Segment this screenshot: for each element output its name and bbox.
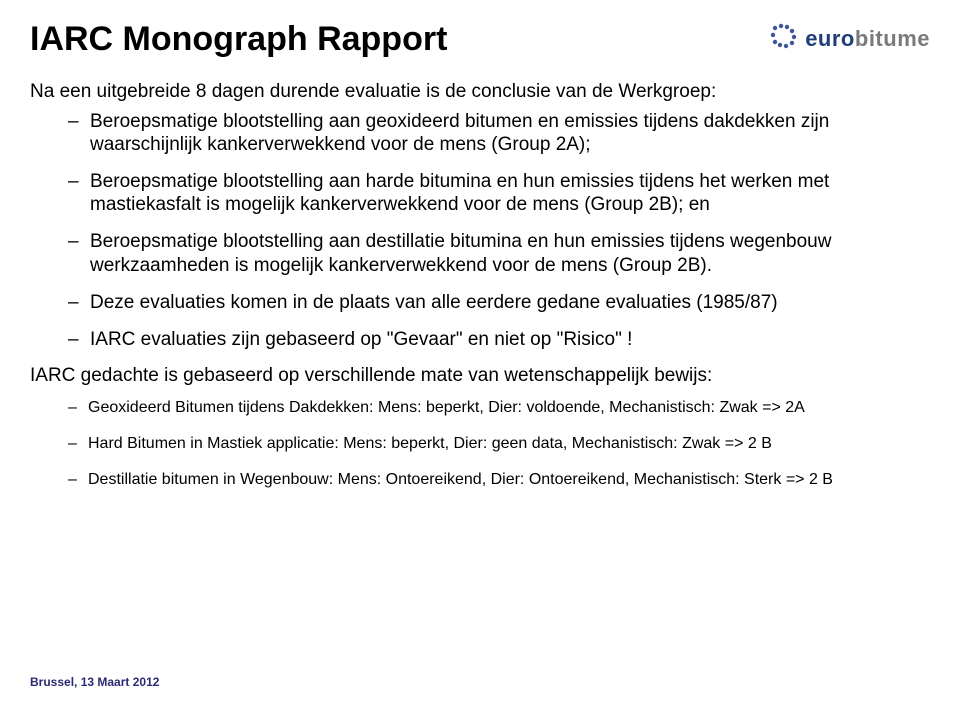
logo-text: eurobitume <box>805 26 930 52</box>
main-bullet: Deze evaluaties komen in de plaats van a… <box>68 291 930 314</box>
sub-bullet-list: Geoxideerd Bitumen tijdens Dakdekken: Me… <box>30 398 930 490</box>
sub-bullet: Geoxideerd Bitumen tijdens Dakdekken: Me… <box>68 398 930 418</box>
logo-text-bitume: bitume <box>855 26 930 51</box>
main-bullet: Beroepsmatige blootstelling aan geoxidee… <box>68 110 930 156</box>
sub-bullet: Hard Bitumen in Mastiek applicatie: Mens… <box>68 434 930 454</box>
logo: eurobitume <box>769 18 930 55</box>
main-bullet-list: Beroepsmatige blootstelling aan geoxidee… <box>30 110 930 351</box>
main-bullet: IARC evaluaties zijn gebaseerd op "Gevaa… <box>68 328 930 351</box>
eurobitume-logo-icon <box>769 22 799 55</box>
sub-intro-text: IARC gedachte is gebaseerd op verschille… <box>30 365 930 388</box>
page-title: IARC Monograph Rapport <box>30 18 447 59</box>
main-bullet: Beroepsmatige blootstelling aan destilla… <box>68 230 930 276</box>
header: IARC Monograph Rapport <box>30 18 930 59</box>
sub-bullet: Destillatie bitumen in Wegenbouw: Mens: … <box>68 470 930 490</box>
main-bullet: Beroepsmatige blootstelling aan harde bi… <box>68 170 930 216</box>
intro-text: Na een uitgebreide 8 dagen durende evalu… <box>30 81 930 104</box>
logo-text-euro: euro <box>805 26 855 51</box>
slide: IARC Monograph Rapport <box>0 0 960 703</box>
footer-date: Brussel, 13 Maart 2012 <box>30 675 159 689</box>
